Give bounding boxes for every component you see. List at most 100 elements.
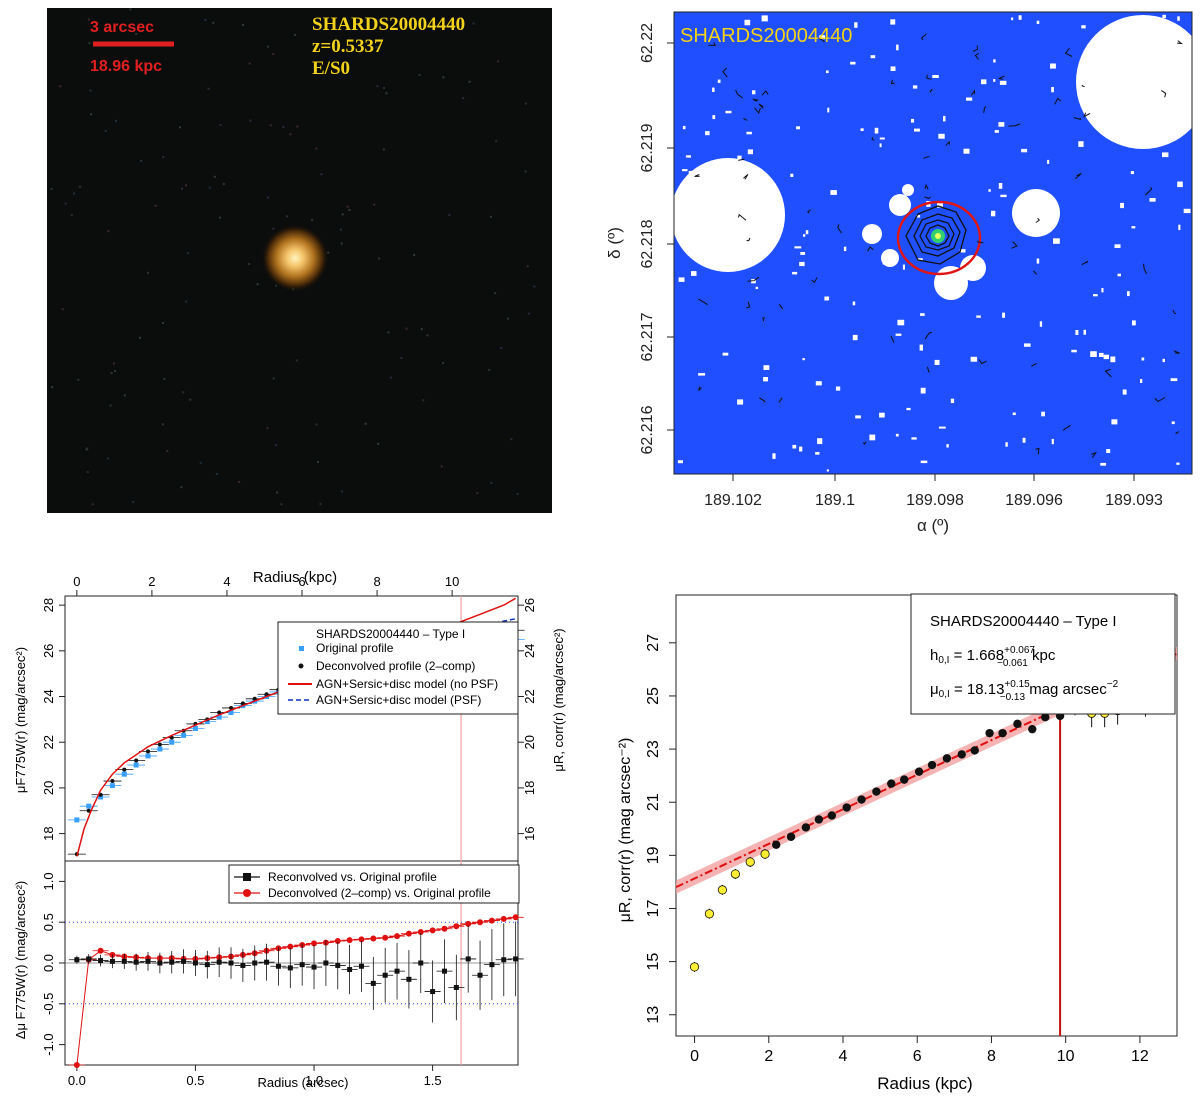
noise-speck <box>500 347 503 349</box>
noise-speck <box>238 481 241 483</box>
deconv-residual-point <box>465 920 472 927</box>
fit-ytick-label: 23 <box>645 740 662 758</box>
lower-legend <box>228 864 520 904</box>
mask-speck <box>1130 171 1134 175</box>
mask-speck <box>691 271 697 276</box>
mask-speck <box>852 334 858 341</box>
top-tick-label: 0 <box>73 574 80 589</box>
mask-speck <box>682 169 688 172</box>
legend-reconv-swatch <box>243 873 251 881</box>
noise-speck <box>154 204 157 207</box>
mask-speck <box>993 59 996 63</box>
mask-speck <box>1117 273 1121 277</box>
noise-speck <box>89 89 92 92</box>
noise-speck <box>138 336 141 339</box>
excluded-point <box>730 869 740 879</box>
mask-speck <box>932 75 939 78</box>
noise-speck <box>163 378 166 380</box>
fit-ylabel: μR, corr(r) (mag arcsec⁻²) <box>617 738 634 923</box>
deconv-point <box>157 742 162 747</box>
mask-speck <box>852 301 856 306</box>
mask-speck <box>677 460 683 464</box>
noise-speck <box>364 422 367 425</box>
noise-speck <box>462 97 465 100</box>
fitted-point <box>772 840 781 849</box>
noise-speck <box>324 20 327 22</box>
mask-region <box>902 184 914 196</box>
mask-speck <box>1078 141 1084 147</box>
noise-speck <box>516 492 519 495</box>
mask-speck <box>830 190 837 195</box>
reconv-residual-point <box>157 960 163 966</box>
noise-speck <box>359 51 361 54</box>
map-ytick-label: 62.216 <box>639 405 656 454</box>
reconv-residual-point <box>121 958 127 964</box>
noise-contour <box>747 276 760 282</box>
mask-speck <box>794 246 802 249</box>
mask-speck <box>911 437 917 440</box>
legend-deconv-res-label: Deconvolved (2–comp) vs. Original profil… <box>268 886 491 900</box>
noise-contour <box>929 89 933 93</box>
mask-speck <box>1041 411 1045 417</box>
original-point <box>74 817 80 823</box>
noise-speck <box>77 378 80 381</box>
noise-speck <box>317 461 319 463</box>
excluded-point <box>717 885 727 895</box>
map-xlabel: α (º) <box>917 516 949 535</box>
noise-contour <box>890 79 895 85</box>
mask-speck <box>879 412 885 418</box>
reconv-residual-point <box>145 958 151 964</box>
reconv-residual-point <box>74 957 80 963</box>
noise-speck <box>219 123 222 126</box>
fit-ytick-label: 17 <box>645 899 662 917</box>
reconv-residual-point <box>287 965 293 971</box>
noise-speck <box>282 126 285 128</box>
mask-speck <box>805 230 809 235</box>
original-point <box>86 803 92 809</box>
noise-speck <box>161 423 164 426</box>
redshift-label: z=0.5337 <box>312 36 384 57</box>
mask-speck <box>902 264 905 270</box>
mask-speck <box>919 344 923 351</box>
noise-contour <box>924 196 931 199</box>
deconv-point <box>252 696 257 701</box>
noise-speck <box>280 503 283 506</box>
residual-tick-label: -1.0 <box>41 1033 56 1055</box>
fit-ytick-label: 21 <box>645 793 662 811</box>
mask-speck <box>1021 148 1028 153</box>
fitted-point <box>1028 724 1037 734</box>
mask-speck <box>1183 208 1191 214</box>
noise-speck <box>266 427 269 430</box>
noise-speck <box>199 461 202 464</box>
reconv-residual-point <box>394 968 400 974</box>
noise-speck <box>72 192 75 195</box>
deconv-residual-point <box>417 928 424 935</box>
fitted-point <box>1041 713 1050 722</box>
mask-speck <box>1162 358 1165 363</box>
reconv-residual-point <box>252 960 258 966</box>
noise-contour <box>694 173 700 177</box>
noise-speck <box>212 21 215 24</box>
noise-speck <box>400 356 403 359</box>
fitted-point <box>872 787 881 796</box>
noise-contour <box>1177 40 1184 45</box>
noise-contour <box>1074 173 1082 180</box>
mask-speck <box>943 115 946 122</box>
map-ytick-label: 62.218 <box>639 219 656 268</box>
noise-contour <box>754 107 761 115</box>
top-tick-label: 4 <box>223 574 230 589</box>
mask-speck <box>747 149 753 155</box>
mask-speck <box>1132 320 1136 326</box>
mask-speck <box>1005 442 1008 447</box>
noise-speck <box>272 377 275 380</box>
noise-speck <box>180 486 183 489</box>
mask-speck <box>1176 462 1180 465</box>
mask-speck <box>854 22 858 28</box>
mask-speck <box>1141 357 1145 361</box>
reconv-residual-point <box>430 989 436 995</box>
deconv-residual-point <box>382 934 389 941</box>
fitted-point <box>998 728 1007 738</box>
deconv-residual-point <box>73 1062 80 1068</box>
residual-tick-label: 0.5 <box>41 913 56 931</box>
profile-chart: 0 2 4 6 8 101820222426281618202224261.00.50.0… <box>13 569 566 1090</box>
